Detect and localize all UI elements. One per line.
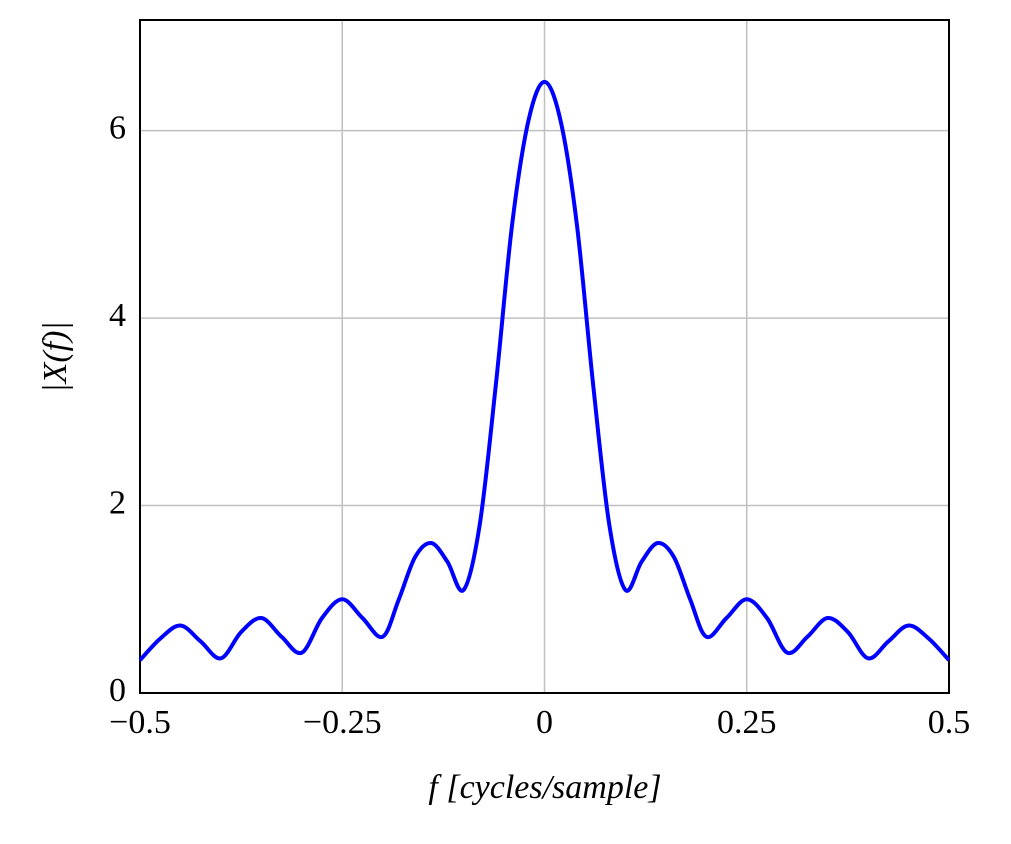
plot-frame bbox=[139, 19, 950, 694]
x-tick-label: −0.5 bbox=[109, 704, 171, 741]
y-tick-label: 2 bbox=[109, 484, 126, 521]
line-series bbox=[138, 79, 951, 662]
y-tick-label: 0 bbox=[109, 672, 126, 709]
y-tick-label: 6 bbox=[109, 109, 126, 146]
x-tick-label: 0 bbox=[536, 704, 553, 741]
x-tick-label: −0.25 bbox=[303, 704, 382, 741]
x-tick-label: 0.25 bbox=[717, 704, 777, 741]
x-tick-label: 0.5 bbox=[928, 704, 971, 741]
y-axis-label: |X(f)| bbox=[37, 321, 74, 393]
x-axis-label: f [cycles/sample] bbox=[428, 769, 661, 806]
y-tick-label: 4 bbox=[109, 297, 126, 334]
